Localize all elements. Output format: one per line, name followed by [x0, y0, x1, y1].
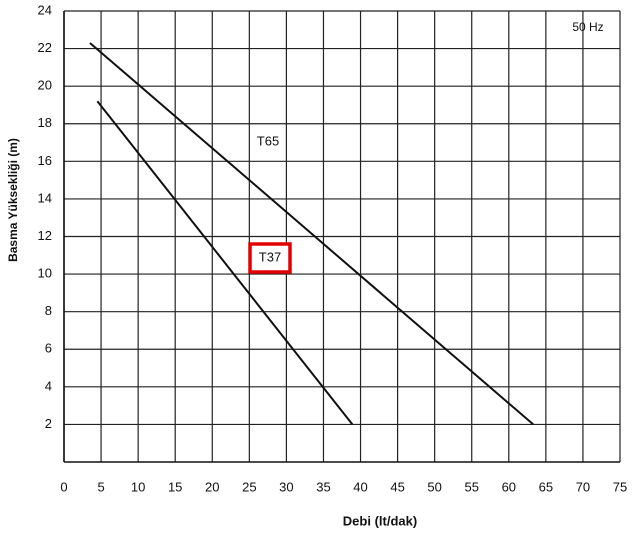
x-tick-label: 5 [97, 479, 104, 494]
y-tick-label: 18 [38, 115, 52, 130]
x-tick-label: 40 [353, 479, 367, 494]
y-tick-label: 6 [45, 341, 52, 356]
curve [89, 42, 534, 426]
x-tick-label: 50 [427, 479, 441, 494]
y-tick-label: 10 [38, 266, 52, 281]
series-label: T37 [259, 249, 281, 264]
x-tick-label: 60 [502, 479, 516, 494]
y-axis-label: Basma Yüksekliği (m) [6, 138, 20, 262]
x-tick-label: 35 [316, 479, 330, 494]
y-tick-label: 24 [38, 2, 52, 17]
x-tick-label: 25 [242, 479, 256, 494]
highlight-box [248, 242, 292, 274]
y-tick-label: 22 [38, 40, 52, 55]
y-tick-label: 4 [45, 378, 52, 393]
y-tick-label: 12 [38, 228, 52, 243]
x-tick-label: 65 [539, 479, 553, 494]
y-tick-label: 8 [45, 303, 52, 318]
y-tick-label: 20 [38, 78, 52, 93]
x-tick-label: 75 [613, 479, 627, 494]
x-tick-label: 30 [279, 479, 293, 494]
x-tick-label: 70 [576, 479, 590, 494]
curve [96, 100, 354, 426]
x-tick-label: 55 [464, 479, 478, 494]
annotation: 50 Hz [572, 20, 603, 34]
y-tick-label: 14 [38, 190, 52, 205]
series-label: T65 [257, 133, 279, 148]
x-tick-label: 20 [205, 479, 219, 494]
x-tick-label: 15 [168, 479, 182, 494]
x-tick-label: 45 [390, 479, 404, 494]
x-tick-label: 10 [131, 479, 145, 494]
y-tick-label: 16 [38, 153, 52, 168]
x-tick-label: 0 [60, 479, 67, 494]
x-axis-label: Debi (lt/dak) [343, 513, 417, 528]
y-tick-label: 2 [45, 416, 52, 431]
